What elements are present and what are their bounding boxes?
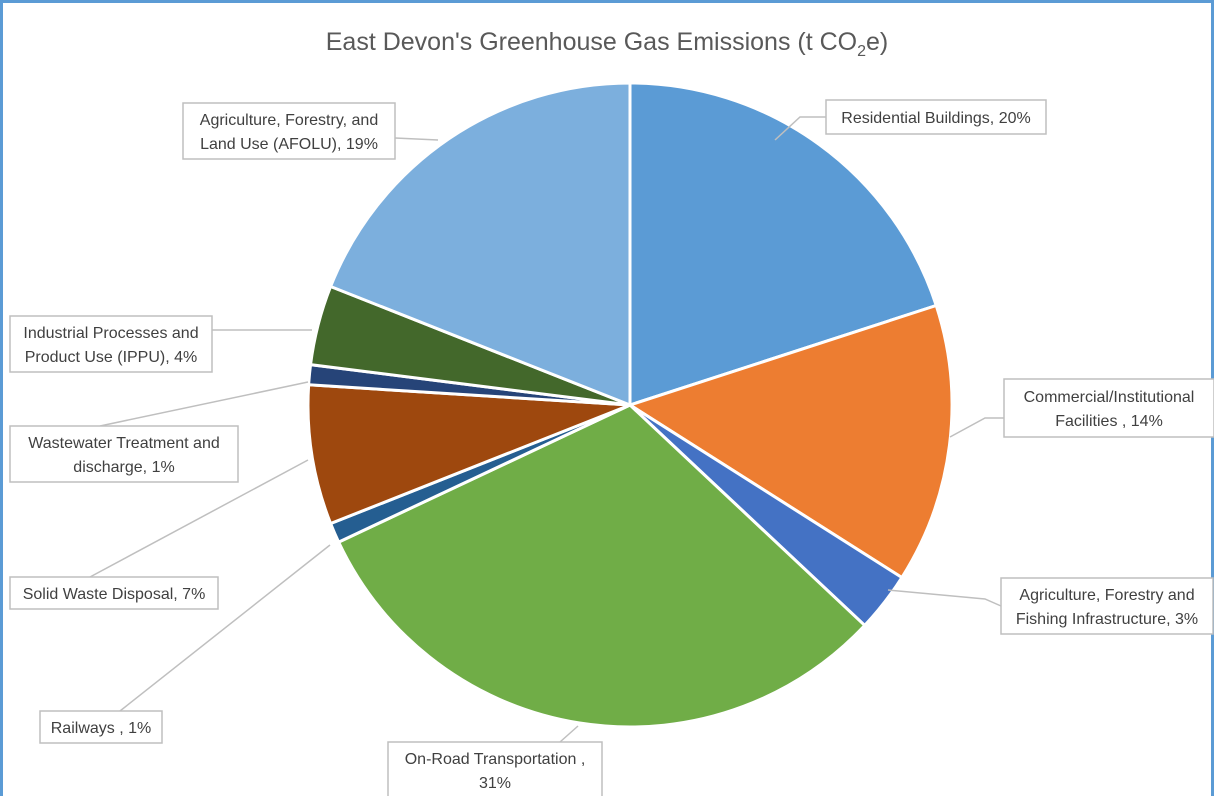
leader-line-solid-waste-disposal [89,459,309,578]
data-label-agriculture-forestry-and-land-use-afolu-line-1: Agriculture, Forestry, and [200,112,378,129]
data-label-box-railways [39,710,163,744]
data-label-box-solid-waste-disposal [9,576,219,610]
chart-title: East Devon's Greenhouse Gas Emissions (t… [0,28,1214,61]
leader-lines [89,116,1004,743]
leader-line-agriculture-forestry-and-land-use-afolu [394,137,439,141]
data-labels: Residential Buildings, 20% Commercial/Ins… [9,99,1214,796]
leader-line-commercial-institutional-facilities [949,417,1004,438]
pie-slice-agriculture-forestry-and-land-use-afolu [328,81,632,408]
data-label-agriculture-forestry-and-land-use-afolu-line-2: Land Use (AFOLU), 19% [200,136,378,153]
leader-line-on-road-transportation [559,725,579,743]
pie-slice-commercial-institutional-facilities [626,303,954,580]
pie-slice-on-road-transportation [336,403,867,729]
data-label-box-on-road-transportation [387,741,603,796]
data-label-agriculture-forestry-and-fishing-infrastructure-line-2: Fishing Infrastructure, 3% [1016,611,1198,628]
data-label-railways-line-1: Railways , 1% [51,720,151,737]
data-label-wastewater-treatment-and-discharge-line-2: discharge, 1% [73,459,174,476]
data-label-box-industrial-processes-and-product-use-ippu [9,315,213,373]
data-label-solid-waste-disposal-line-1: Solid Waste Disposal, 7% [23,586,206,603]
data-label-box-commercial-institutional-facilities [1003,378,1214,438]
data-label-commercial-institutional-facilities-line-1: Commercial/Institutional [1024,389,1195,406]
data-label-industrial-processes-and-product-use-ippu-line-1: Industrial Processes and [23,325,198,342]
data-label-box-agriculture-forestry-and-land-use-afolu [182,102,396,160]
chart-title-text: East Devon's Greenhouse Gas Emissions (t… [325,28,858,56]
pie-slices [306,81,954,729]
leader-line-railways [119,544,331,712]
data-label-wastewater-treatment-and-discharge-line-1: Wastewater Treatment and [28,435,220,452]
data-label-box-residential-buildings [825,99,1047,135]
data-label-box-agriculture-forestry-and-fishing-infrastructure [1000,577,1214,635]
data-label-box-wastewater-treatment-and-discharge [9,425,239,483]
data-label-industrial-processes-and-product-use-ippu-line-2: Product Use (IPPU), 4% [25,349,198,366]
leader-line-wastewater-treatment-and-discharge [99,381,309,427]
data-label-commercial-institutional-facilities-line-2: Facilities , 14% [1055,413,1163,430]
chart-title-tail: e) [866,28,889,56]
leader-line-agriculture-forestry-and-fishing-infrastructure [887,589,1002,607]
data-label-on-road-transportation-line-2: 31% [479,775,511,792]
pie-slice-solid-waste-disposal [306,383,631,526]
data-label-on-road-transportation-line-1: On-Road Transportation , [405,751,586,768]
data-label-residential-buildings-line-1: Residential Buildings, 20% [841,110,1030,127]
pie-slice-residential-buildings [628,81,939,408]
chart-title-subscript: 2 [857,43,867,60]
data-label-agriculture-forestry-and-fishing-infrastructure-line-1: Agriculture, Forestry and [1019,587,1194,604]
leader-line-residential-buildings [774,116,826,141]
